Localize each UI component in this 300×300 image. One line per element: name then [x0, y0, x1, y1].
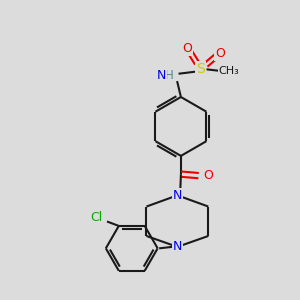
Text: S: S [196, 62, 205, 76]
Text: O: O [182, 42, 192, 55]
Text: O: O [204, 169, 214, 182]
Text: N: N [173, 240, 182, 254]
Text: O: O [215, 46, 225, 60]
Text: H: H [165, 69, 174, 82]
Text: Cl: Cl [91, 211, 103, 224]
Text: N: N [157, 69, 166, 82]
Text: CH₃: CH₃ [219, 66, 240, 76]
Text: N: N [173, 189, 182, 202]
